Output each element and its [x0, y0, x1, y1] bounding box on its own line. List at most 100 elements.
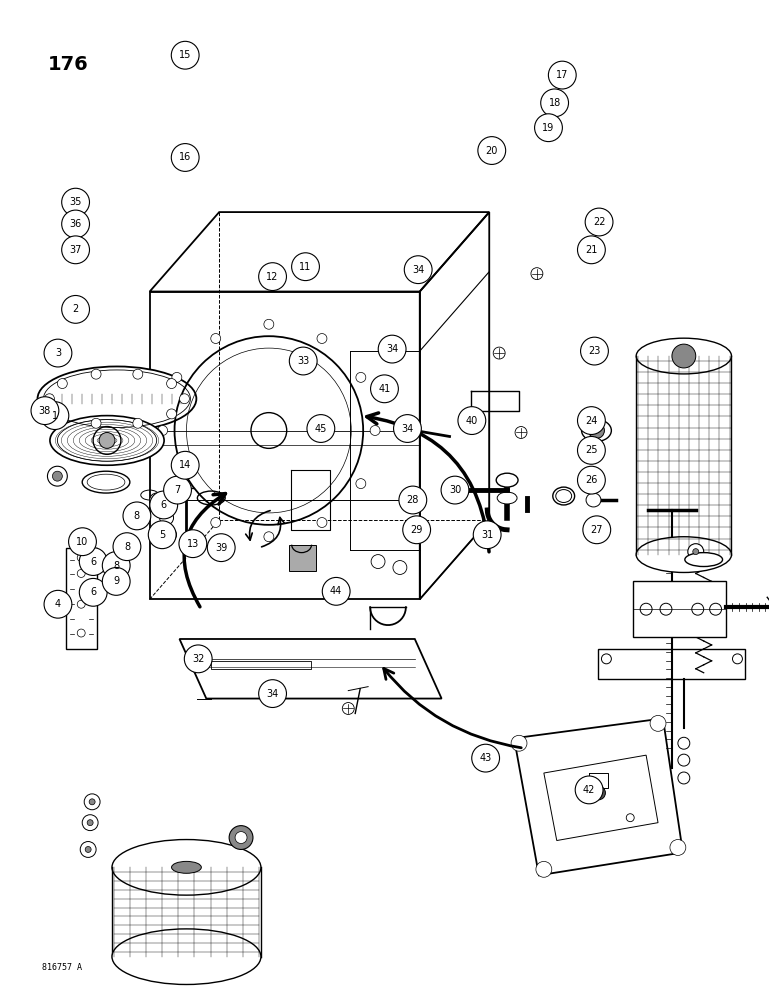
Circle shape: [69, 528, 96, 556]
Circle shape: [650, 715, 666, 731]
Circle shape: [688, 544, 704, 560]
Text: 8: 8: [134, 511, 140, 521]
Circle shape: [259, 680, 286, 707]
Text: 35: 35: [69, 197, 82, 207]
Text: 41: 41: [378, 384, 391, 394]
Ellipse shape: [82, 471, 130, 493]
Text: 42: 42: [583, 785, 595, 795]
Text: 20: 20: [486, 146, 498, 156]
Text: 2: 2: [73, 304, 79, 314]
Text: 19: 19: [543, 123, 554, 133]
Circle shape: [57, 409, 67, 419]
Text: 25: 25: [585, 445, 598, 455]
Circle shape: [515, 427, 527, 438]
Text: 34: 34: [412, 265, 425, 275]
Circle shape: [77, 554, 85, 562]
Text: 43: 43: [479, 753, 492, 763]
Circle shape: [208, 534, 235, 562]
Circle shape: [185, 645, 212, 673]
Text: 10: 10: [76, 537, 89, 547]
Circle shape: [678, 737, 690, 749]
Circle shape: [31, 397, 59, 425]
Polygon shape: [289, 545, 316, 571]
Text: 4: 4: [55, 599, 61, 609]
Circle shape: [80, 548, 107, 575]
Ellipse shape: [171, 861, 201, 873]
Circle shape: [41, 402, 69, 430]
Circle shape: [577, 436, 605, 464]
Circle shape: [44, 339, 72, 367]
Text: 24: 24: [585, 416, 598, 426]
Text: 13: 13: [187, 539, 199, 549]
Circle shape: [77, 569, 85, 577]
Text: 44: 44: [330, 586, 342, 596]
Circle shape: [235, 832, 247, 844]
Circle shape: [150, 491, 178, 519]
Circle shape: [577, 466, 605, 494]
Circle shape: [80, 842, 96, 857]
Circle shape: [478, 137, 506, 164]
Circle shape: [458, 407, 486, 434]
Text: 16: 16: [179, 152, 191, 162]
Circle shape: [511, 735, 527, 751]
Ellipse shape: [497, 492, 517, 504]
Circle shape: [44, 590, 72, 618]
Circle shape: [167, 379, 177, 389]
Ellipse shape: [553, 487, 574, 505]
Text: 816757 A: 816757 A: [42, 963, 83, 972]
Circle shape: [171, 451, 199, 479]
Ellipse shape: [50, 416, 164, 465]
Circle shape: [493, 347, 505, 359]
Circle shape: [89, 799, 95, 805]
Circle shape: [52, 471, 63, 481]
Circle shape: [57, 379, 67, 389]
Circle shape: [577, 236, 605, 264]
Circle shape: [290, 347, 317, 375]
Circle shape: [472, 744, 499, 772]
Circle shape: [179, 530, 207, 558]
Text: 14: 14: [179, 460, 191, 470]
Circle shape: [133, 369, 143, 379]
Circle shape: [85, 846, 91, 852]
Circle shape: [322, 577, 350, 605]
Ellipse shape: [112, 929, 261, 984]
Circle shape: [534, 114, 562, 142]
Text: 18: 18: [548, 98, 560, 108]
Circle shape: [405, 256, 432, 284]
Circle shape: [80, 578, 107, 606]
Circle shape: [77, 629, 85, 637]
Circle shape: [399, 486, 427, 514]
Circle shape: [148, 521, 176, 549]
Circle shape: [370, 426, 380, 435]
Text: 6: 6: [90, 557, 96, 567]
Circle shape: [540, 89, 568, 117]
Circle shape: [163, 528, 177, 542]
Circle shape: [585, 208, 613, 236]
Text: 37: 37: [69, 245, 82, 255]
Ellipse shape: [586, 493, 601, 507]
Circle shape: [211, 518, 221, 527]
Circle shape: [123, 502, 151, 530]
Text: 34: 34: [386, 344, 398, 354]
Text: 7: 7: [174, 485, 181, 495]
Ellipse shape: [496, 473, 518, 487]
Circle shape: [403, 516, 431, 544]
Ellipse shape: [685, 553, 723, 567]
Text: 9: 9: [113, 576, 120, 586]
Circle shape: [171, 144, 199, 171]
Circle shape: [591, 786, 605, 800]
Text: 15: 15: [179, 50, 191, 60]
Text: 33: 33: [297, 356, 310, 366]
Circle shape: [91, 369, 101, 379]
Circle shape: [113, 533, 141, 561]
Circle shape: [47, 466, 67, 486]
Text: 1: 1: [52, 411, 58, 421]
Circle shape: [160, 511, 174, 525]
Circle shape: [171, 41, 199, 69]
Circle shape: [672, 344, 696, 368]
Text: 32: 32: [192, 654, 205, 664]
Circle shape: [307, 415, 335, 442]
Text: 38: 38: [39, 406, 51, 416]
Text: 29: 29: [411, 525, 423, 535]
Circle shape: [62, 188, 90, 216]
